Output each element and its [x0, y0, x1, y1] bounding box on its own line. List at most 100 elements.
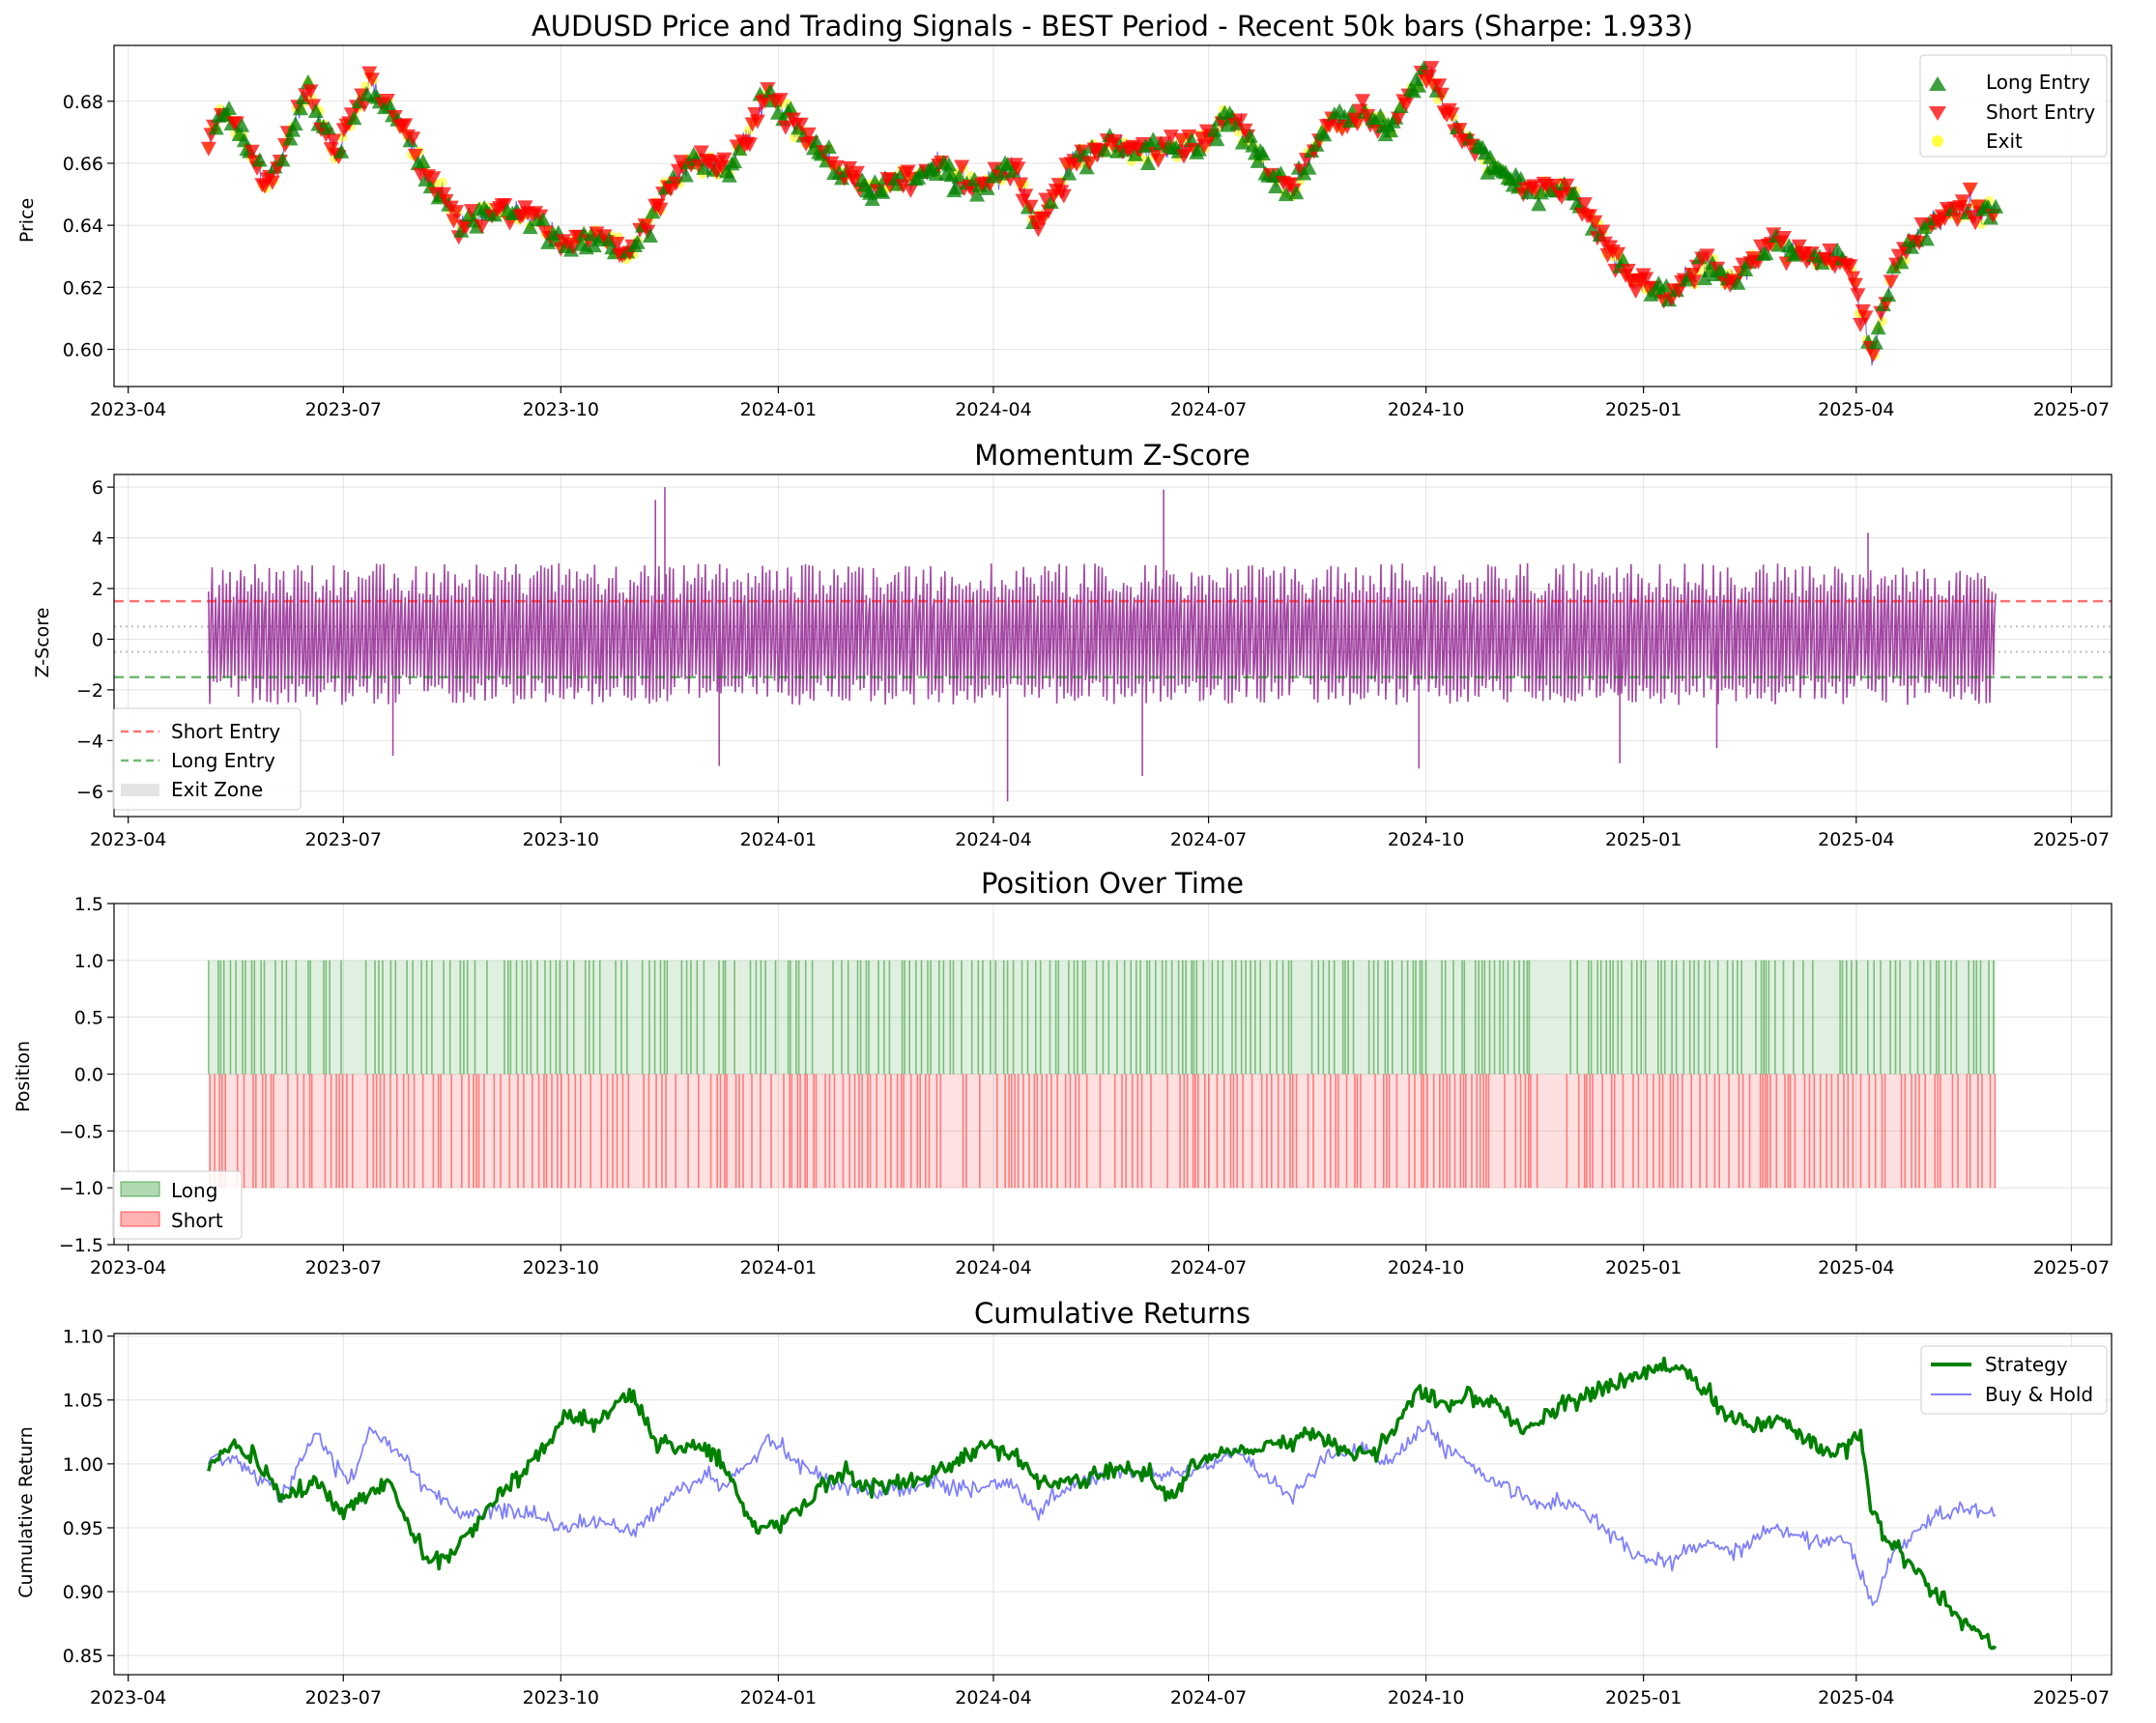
- short-entry-marker: [1452, 123, 1468, 138]
- x-tick-label: 2024-07: [1170, 399, 1247, 420]
- x-tick-label: 2024-07: [1170, 829, 1247, 850]
- long-entry-marker: [534, 212, 551, 227]
- short-entry-marker: [1968, 215, 1984, 231]
- x-tick-label: 2023-07: [305, 1257, 382, 1278]
- x-tick-label: 2023-04: [90, 1687, 166, 1709]
- y-tick-label: 1.0: [74, 951, 103, 972]
- price-legend: Long Entry Short Entry Exit: [1919, 54, 2108, 158]
- short-entry-marker: [425, 171, 442, 187]
- long-entry-marker: [1078, 159, 1095, 175]
- legend-long-swatch: [120, 1181, 160, 1197]
- long-entry-marker: [382, 98, 398, 113]
- legend-long-threshold: Long Entry: [171, 749, 275, 772]
- short-entry-marker: [1421, 70, 1437, 85]
- y-tick-label: −4: [76, 731, 103, 752]
- x-tick-label: 2024-04: [955, 1687, 1031, 1709]
- y-tick-label: 0.66: [63, 154, 103, 175]
- short-entry-marker: [693, 145, 709, 160]
- short-entry-marker: [1686, 274, 1703, 290]
- long-entry-marker: [1383, 123, 1399, 138]
- long-entry-marker: [1738, 262, 1754, 277]
- short-entry-marker: [1865, 348, 1882, 363]
- short-entry-marker: [1022, 199, 1039, 215]
- short-entry-marker: [609, 237, 625, 252]
- long-entry-marker: [1531, 196, 1547, 212]
- x-tick-label: 2023-04: [90, 399, 166, 420]
- short-entry-marker: [446, 214, 462, 229]
- short-entry-marker: [379, 94, 395, 109]
- short-entry-marker: [1030, 222, 1047, 238]
- short-entry-marker: [1962, 182, 1978, 197]
- x-tick-label: 2024-04: [955, 1257, 1031, 1278]
- zscore-panel: Momentum Z-Score 2023-04 2023-07 2023-10 20…: [32, 439, 2113, 850]
- long-entry-marker: [820, 139, 837, 155]
- legend-short-entry: Short Entry: [1986, 101, 2095, 124]
- exit-marker: [437, 177, 447, 187]
- short-entry-marker: [244, 144, 260, 159]
- short-entry-marker: [1444, 107, 1460, 123]
- x-tick-label: 2024-10: [1388, 399, 1464, 420]
- long-entry-marker: [1043, 194, 1059, 210]
- long-position-bars: [208, 960, 1995, 1075]
- price-y-axis-label: Price: [16, 198, 38, 243]
- x-tick-label: 2025-04: [1818, 1687, 1894, 1709]
- x-tick-label: 2024-01: [740, 399, 817, 420]
- y-tick-label: −2: [76, 680, 103, 702]
- y-tick-label: 0.62: [63, 277, 103, 299]
- short-entry-marker: [264, 175, 280, 190]
- long-entry-marker: [287, 116, 303, 131]
- short-entry-marker: [1842, 259, 1858, 274]
- zscore-legend: Short Entry Long Entry Exit Zone: [112, 707, 302, 811]
- legend-exit: Exit: [1986, 129, 2023, 153]
- long-entry-marker: [1254, 145, 1271, 160]
- short-entry-marker: [1576, 197, 1593, 213]
- y-tick-label: 0.95: [63, 1518, 103, 1539]
- x-tick-label: 2023-07: [305, 1687, 382, 1709]
- long-entry-marker: [1893, 254, 1910, 270]
- short-entry-marker: [1559, 178, 1575, 193]
- long-entry-marker: [236, 132, 252, 148]
- short-entry-marker: [1883, 274, 1899, 290]
- short-entry-marker: [1181, 129, 1197, 144]
- returns-y-axis-label: Cumulative Return: [15, 1426, 37, 1598]
- short-entry-marker: [474, 219, 490, 235]
- short-entry-marker: [1954, 194, 1970, 210]
- short-entry-marker: [1390, 111, 1406, 127]
- returns-plot-frame: [113, 1333, 2113, 1676]
- long-entry-marker: [274, 152, 291, 167]
- short-entry-marker: [1847, 277, 1863, 293]
- long-entry-marker: [1316, 127, 1333, 142]
- legend-long: Long: [171, 1179, 217, 1202]
- long-entry-marker: [234, 117, 250, 132]
- long-entry-marker: [629, 234, 646, 249]
- short-position-area: [208, 1074, 1997, 1189]
- y-tick-label: −0.5: [59, 1121, 103, 1142]
- short-entry-marker: [1850, 288, 1866, 303]
- position-panel: Position Over Time 2023-04 2023-07 2023-10…: [13, 867, 2113, 1278]
- short-entry-marker: [895, 179, 911, 194]
- x-tick-label: 2025-01: [1605, 399, 1682, 420]
- short-entry-marker: [1010, 161, 1026, 177]
- long-entry-marker: [1250, 153, 1266, 168]
- x-tick-label: 2025-01: [1605, 1687, 1682, 1709]
- returns-chart-title: Cumulative Returns: [974, 1297, 1250, 1330]
- short-entry-marker: [1423, 61, 1440, 76]
- legend-long-entry: Long Entry: [1986, 71, 2090, 94]
- x-tick-label: 2025-07: [2033, 1687, 2110, 1709]
- long-entry-marker: [307, 102, 324, 118]
- short-entry-marker: [954, 159, 970, 175]
- x-tick-label: 2024-01: [740, 1257, 817, 1278]
- x-tick-label: 2025-07: [2033, 399, 2110, 420]
- long-entry-marker: [732, 140, 748, 156]
- long-entry-marker: [1234, 134, 1250, 150]
- zscore-line: [208, 487, 1997, 802]
- long-entry-marker: [783, 101, 799, 116]
- x-tick-label: 2025-07: [2033, 1257, 2110, 1278]
- short-entry-marker: [497, 198, 513, 214]
- long-entry-marker: [1288, 185, 1305, 200]
- legend-buy-hold: Buy & Hold: [1985, 1383, 2093, 1406]
- short-entry-marker: [1638, 272, 1654, 287]
- long-entry-marker: [1191, 141, 1207, 157]
- zscore-plot-frame: [113, 474, 2113, 818]
- short-entry-marker: [1610, 246, 1626, 262]
